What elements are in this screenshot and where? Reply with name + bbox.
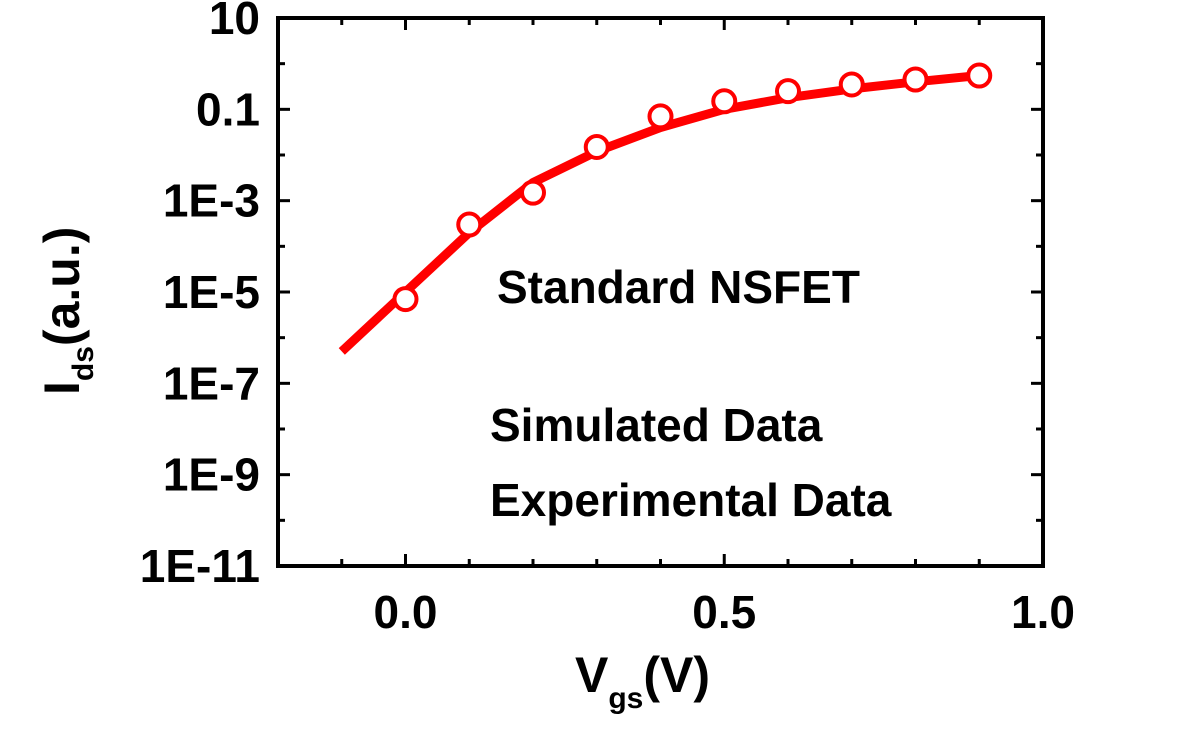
y-axis-title-main: I [34, 381, 90, 395]
series [338, 62, 993, 355]
experimental-point [838, 71, 865, 98]
experimental-point [647, 103, 674, 130]
y-tick-label: 0.1 [196, 83, 260, 135]
x-tick-label: 0.5 [692, 586, 756, 638]
y-axis-title-tail: (a.u.) [34, 227, 90, 346]
experimental-point [456, 211, 483, 238]
experimental-point [902, 66, 929, 93]
x-axis-title-main: V [575, 647, 609, 703]
y-tick-label: 1E-3 [163, 175, 260, 227]
x-tick-label: 1.0 [1011, 586, 1075, 638]
experimental-point [775, 78, 801, 105]
y-axis-title-sub: ds [67, 346, 100, 381]
y-tick-label: 1E-9 [163, 449, 260, 501]
experimental-point [966, 62, 993, 89]
x-axis-title-tail: (V) [643, 647, 710, 703]
y-tick-label: 10 [209, 0, 260, 44]
y-tick-label: 1E-5 [163, 266, 260, 318]
experimental-point [520, 179, 546, 206]
y-axis-title: Ids(a.u.) [34, 227, 100, 395]
device-annotation: Standard NSFET [497, 261, 860, 313]
x-axis-title: Vgs(V) [575, 647, 710, 715]
legend-experimental: Experimental Data [490, 474, 892, 526]
axis-ticks: 0.0 0.5 1.0 10 0.1 1E-3 1E-5 1E-7 1E-9 1E-11 [140, 0, 1075, 638]
x-axis-title-sub: gs [608, 682, 643, 715]
x-tick-label: 0.0 [374, 586, 438, 638]
experimental-point [583, 133, 610, 160]
legend-simulated: Simulated Data [490, 399, 823, 451]
y-tick-label: 1E-11 [140, 540, 260, 592]
experimental-point [711, 88, 738, 115]
experimental-point [392, 286, 419, 313]
y-tick-label: 1E-7 [163, 357, 260, 409]
